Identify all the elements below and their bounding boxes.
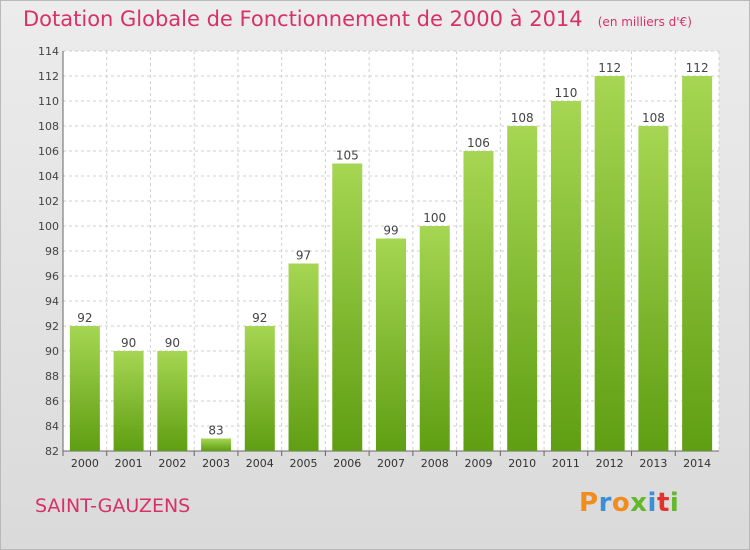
bar: [288, 263, 319, 451]
y-tick-label: 104: [38, 170, 59, 183]
x-tick-label: 2006: [333, 457, 361, 470]
brand-letter: r: [598, 488, 612, 518]
x-tick-label: 2013: [639, 457, 667, 470]
bar-value-label: 99: [383, 224, 398, 238]
bar: [157, 351, 188, 451]
x-tick-label: 2009: [464, 457, 492, 470]
x-tick-label: 2000: [71, 457, 99, 470]
bar-value-label: 112: [686, 61, 709, 75]
y-tick-label: 98: [45, 245, 59, 258]
x-tick-label: 2007: [377, 457, 405, 470]
bar: [507, 126, 538, 451]
y-tick-label: 86: [45, 395, 59, 408]
x-tick-label: 2010: [508, 457, 536, 470]
x-tick-label: 2002: [158, 457, 186, 470]
bar: [550, 101, 581, 451]
brand-logo: Proxiti: [579, 488, 679, 518]
bar: [69, 326, 100, 451]
brand-letter: x: [630, 488, 648, 518]
y-tick-label: 110: [38, 95, 59, 108]
y-tick-label: 106: [38, 145, 59, 158]
bar: [638, 126, 669, 451]
bar-value-label: 108: [642, 111, 665, 125]
bar-value-label: 92: [252, 311, 267, 325]
unit-label: (en milliers d'€): [597, 15, 692, 29]
brand-letter: P: [579, 488, 599, 518]
x-tick-label: 2012: [596, 457, 624, 470]
y-tick-label: 108: [38, 120, 59, 133]
bar-value-label: 83: [208, 424, 223, 438]
y-tick-label: 112: [38, 70, 59, 83]
bar-value-label: 112: [598, 61, 621, 75]
bar-value-label: 106: [467, 136, 490, 150]
bar: [419, 226, 450, 451]
chart-header: Dotation Globale de Fonctionnement de 20…: [23, 7, 692, 31]
bar: [376, 238, 406, 451]
x-tick-label: 2003: [202, 457, 230, 470]
bar: [594, 76, 625, 451]
y-tick-label: 96: [45, 270, 59, 283]
y-tick-label: 102: [38, 195, 59, 208]
bar-value-label: 97: [296, 249, 311, 263]
bar-value-label: 110: [554, 86, 577, 100]
bar-value-label: 90: [165, 336, 180, 350]
x-tick-label: 2014: [683, 457, 711, 470]
bar-value-label: 100: [423, 211, 446, 225]
chart-title: Dotation Globale de Fonctionnement de 20…: [23, 7, 583, 31]
y-tick-label: 92: [45, 320, 59, 333]
y-tick-label: 114: [38, 45, 59, 58]
bar: [332, 163, 363, 451]
bar: [201, 438, 232, 451]
commune-name: SAINT-GAUZENS: [35, 495, 191, 517]
x-tick-label: 2001: [115, 457, 143, 470]
y-tick-label: 84: [45, 420, 59, 433]
y-tick-label: 82: [45, 445, 59, 458]
y-tick-label: 100: [38, 220, 59, 233]
bar-value-label: 90: [121, 336, 136, 350]
bar: [463, 151, 494, 451]
y-tick-label: 88: [45, 370, 59, 383]
brand-letter: t: [656, 488, 670, 518]
brand-letter: i: [647, 488, 657, 518]
bar-value-label: 108: [511, 111, 534, 125]
x-tick-label: 2011: [552, 457, 580, 470]
bar: [113, 351, 144, 451]
bar-value-label: 92: [77, 311, 92, 325]
bar: [682, 76, 713, 451]
y-tick-label: 94: [45, 295, 59, 308]
bar-value-label: 105: [336, 149, 359, 163]
y-tick-label: 90: [45, 345, 59, 358]
x-tick-label: 2004: [246, 457, 274, 470]
brand-letter: i: [669, 488, 680, 518]
x-tick-label: 2008: [421, 457, 449, 470]
x-tick-label: 2005: [290, 457, 318, 470]
bar: [244, 326, 275, 451]
brand-letter: o: [611, 488, 631, 518]
